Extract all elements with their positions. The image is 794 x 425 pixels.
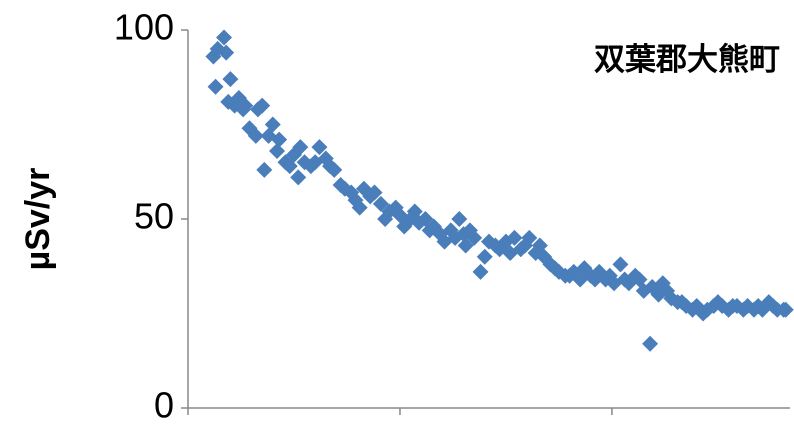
- point: [451, 211, 468, 227]
- point: [466, 229, 483, 246]
- point: [247, 127, 264, 144]
- point: [497, 233, 514, 250]
- point: [502, 245, 519, 262]
- point: [476, 248, 493, 265]
- point: [372, 195, 389, 212]
- point: [290, 169, 307, 186]
- point: [457, 237, 474, 254]
- point: [207, 78, 224, 95]
- point: [264, 116, 281, 133]
- point: [218, 44, 235, 61]
- point: [269, 142, 286, 159]
- point: [311, 139, 328, 156]
- point: [506, 229, 523, 246]
- point: [366, 184, 383, 201]
- point: [326, 161, 343, 178]
- point: [472, 263, 489, 280]
- y-tick-label: 100: [114, 7, 174, 48]
- point: [292, 139, 309, 156]
- y-tick-label: 0: [154, 385, 174, 425]
- point: [222, 71, 239, 88]
- y-tick-label: 50: [134, 196, 174, 237]
- point: [256, 161, 273, 178]
- annotation: 双葉郡大熊町: [594, 42, 780, 77]
- point: [271, 131, 288, 148]
- y-axis-label: µSv/yr: [19, 168, 57, 271]
- point: [642, 335, 659, 352]
- point: [777, 301, 794, 318]
- point: [216, 29, 233, 46]
- point: [254, 97, 271, 114]
- point: [612, 256, 629, 273]
- point: [351, 199, 368, 216]
- point: [237, 97, 254, 114]
- point: [521, 229, 538, 246]
